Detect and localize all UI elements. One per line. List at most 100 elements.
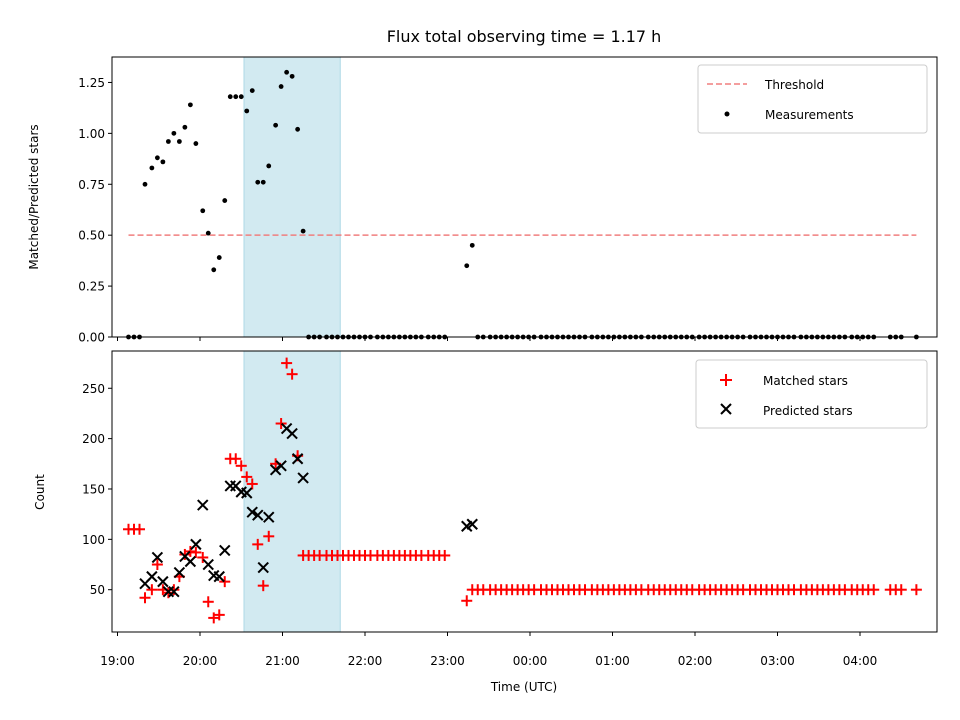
matched-star-point [275,418,287,430]
x-tick-label: 21:00 [265,654,300,668]
measurement-point [238,94,244,100]
matched-star-point [281,357,293,369]
measurement-point [289,73,295,79]
matched-star-point [895,584,907,596]
top-legend: Threshold Measurements [697,64,928,134]
measurement-point [205,230,211,236]
matched-star-point [286,368,298,380]
measurement-point [260,179,266,185]
x-tick-label: 23:00 [430,654,465,668]
predicted-star-point [168,586,180,598]
legend-threshold-label: Threshold [764,78,824,92]
measurement-point [233,94,239,100]
predicted-star-point [297,472,309,484]
x-tick-label: 02:00 [678,654,713,668]
bottom-y-ticks: 50 100 150 200 250 [82,382,112,597]
matched-star-point [197,551,209,563]
measurement-point [273,122,279,128]
predicted-star-point [275,460,287,472]
predicted-star-point [246,506,258,518]
x-tick-label: 19:00 [100,654,135,668]
predicted-star-point [219,544,231,557]
bottom-legend: Matched stars Predicted stars [695,359,928,429]
measurement-point [284,69,290,75]
y-tick-label: 0.00 [78,331,105,345]
top-y-axis-label: Matched/Predicted stars [27,124,41,269]
top-axes-frame [111,56,938,338]
predicted-star-point [146,570,158,583]
x-axis-label: Time (UTC) [490,680,557,694]
measurement-point [211,267,217,273]
matched-star-point [184,545,196,557]
measurement-point [200,208,206,214]
measurement-point [142,181,148,187]
y-tick-label: 0.25 [78,280,105,294]
legend-predicted-label: Predicted stars [763,404,853,418]
x-tick-label: 03:00 [760,654,795,668]
top-legend-box [697,64,928,134]
matched-star-point [241,471,253,483]
measurement-point [149,165,155,171]
predicted-star-point [269,464,282,476]
measurement-point [160,159,166,165]
matched-star-point [235,460,247,472]
matched-star-point [910,584,922,596]
predicted-star-point [257,561,269,574]
measurement-point [187,102,193,108]
matched-star-point [146,584,158,596]
matched-star-point [219,576,231,588]
measurement-point [244,108,250,114]
predicted-star-point [224,480,236,492]
bottom-panel: 19:00 20:00 21:00 22:00 23:00 00:00 01:00 02:00… [33,350,938,694]
predicted-star-point [263,511,275,523]
measurement-point [176,139,182,144]
matched-star-point [134,523,145,535]
predicted-star-point [291,453,304,465]
matched-star-point [139,592,151,604]
y-tick-label: 0.75 [78,178,105,192]
measurement-point [182,124,188,130]
legend-measurements-swatch [724,111,730,117]
y-tick-label: 100 [82,533,105,547]
shaded-observing-window [243,350,341,633]
measurement-point [216,255,222,260]
measurement-point [464,263,470,269]
bottom-shaded-span [243,350,341,633]
predicted-star-point [197,499,209,511]
legend-measurements-label: Measurements [765,108,854,122]
matched-star-point [263,530,275,542]
predicted-star-point [151,551,164,564]
top-x-ticks [117,337,861,341]
measurement-point [278,84,284,89]
y-tick-label: 50 [90,583,105,597]
predicted-star-point [213,570,225,583]
measurement-point [249,88,255,93]
chart-title: Flux total observing time = 1.17 h [387,27,662,46]
predicted-star-point [466,518,478,530]
predicted-stars-points [139,422,478,598]
measurement-point [300,228,306,234]
bottom-legend-box [695,359,928,429]
matched-star-point [439,549,451,561]
predicted-star-point [252,509,264,521]
x-tick-label: 00:00 [513,654,548,668]
measurement-point [154,155,160,161]
y-tick-label: 200 [82,432,105,446]
matched-star-point [213,609,225,621]
matched-star-point [252,538,264,550]
measurement-point [222,198,228,203]
measurement-point [193,141,199,146]
measurement-point [165,139,171,144]
x-tick-label: 01:00 [595,654,630,668]
matched-star-point [230,453,242,465]
legend-matched-label: Matched stars [763,374,848,388]
matched-stars-points [123,357,922,624]
predicted-star-point [190,538,202,551]
x-tick-label: 04:00 [843,654,878,668]
matched-star-point [257,580,269,592]
top-panel: 0.00 0.25 0.50 0.75 1.00 1.25 Matched/Predict… [27,56,938,345]
measurement-point [295,126,301,132]
bottom-axes-frame [111,350,938,633]
measurement-point [255,179,261,185]
